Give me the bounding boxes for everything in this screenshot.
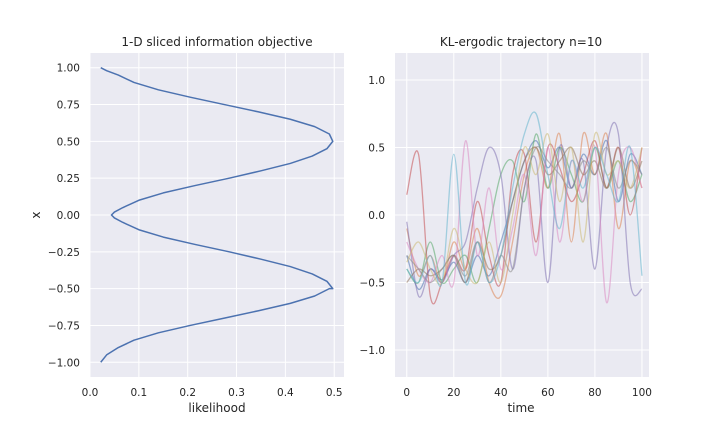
right-chart-panel: 0 20 40 60 80 100 −1.0 −0.5 0.0 0.5 1.0 KL-ergodi… <box>360 35 652 415</box>
y-tick-label: 0.0 <box>368 210 385 222</box>
y-tick-label: 0.75 <box>57 100 80 112</box>
y-tick-label: 0.00 <box>57 210 80 222</box>
y-tick-label: 0.50 <box>57 136 80 148</box>
y-tick-label: 1.0 <box>368 75 385 87</box>
trajectory-line-7 <box>406 140 643 304</box>
x-tick-label: 80 <box>588 387 601 399</box>
y-tick-label: −1.0 <box>360 345 386 357</box>
right-series-lines <box>406 111 643 305</box>
y-tick-label: −1.00 <box>48 357 80 369</box>
trajectory-line-5 <box>406 121 643 298</box>
trajectory-line-10 <box>406 111 643 287</box>
y-tick-label: −0.50 <box>48 284 80 296</box>
x-tick-label: 0 <box>403 387 410 399</box>
likelihood-curve <box>100 67 334 363</box>
y-tick-label: −0.5 <box>360 278 386 290</box>
x-tick-label: 0.2 <box>179 387 196 399</box>
left-chart-title: 1-D sliced information objective <box>121 35 312 49</box>
x-tick-label: 0.5 <box>326 387 343 399</box>
trajectory-line-9 <box>406 131 643 285</box>
x-tick-label: 0.0 <box>82 387 99 399</box>
x-tick-label: 60 <box>541 387 554 399</box>
left-chart-panel: 0.0 0.1 0.2 0.3 0.4 0.5 −1.00 −0.75 −0.50 −0.25 0… <box>29 35 344 415</box>
left-grid <box>89 53 344 377</box>
left-x-axis-label: likelihood <box>188 401 245 415</box>
x-tick-label: 0.3 <box>228 387 245 399</box>
left-y-axis-label: x <box>29 211 43 218</box>
y-tick-label: −0.75 <box>48 320 80 332</box>
right-chart-title: KL-ergodic trajectory n=10 <box>440 35 602 49</box>
y-tick-label: −0.25 <box>48 247 80 259</box>
left-series-lines <box>100 67 334 363</box>
y-tick-label: 0.5 <box>368 143 385 155</box>
right-grid <box>395 53 649 377</box>
left-y-tick-labels: −1.00 −0.75 −0.50 −0.25 0.00 0.25 0.50 0.75 1.00 <box>48 63 80 370</box>
x-tick-label: 0.4 <box>277 387 294 399</box>
right-x-tick-labels: 0 20 40 60 80 100 <box>403 387 652 399</box>
right-x-axis-label: time <box>507 401 534 415</box>
y-tick-label: 0.25 <box>57 173 80 185</box>
y-tick-label: 1.00 <box>57 63 80 75</box>
x-tick-label: 100 <box>632 387 652 399</box>
x-tick-label: 0.1 <box>130 387 147 399</box>
right-y-tick-labels: −1.0 −0.5 0.0 0.5 1.0 <box>360 75 386 357</box>
x-tick-label: 40 <box>494 387 507 399</box>
left-x-tick-labels: 0.0 0.1 0.2 0.3 0.4 0.5 <box>82 387 343 399</box>
x-tick-label: 20 <box>447 387 460 399</box>
